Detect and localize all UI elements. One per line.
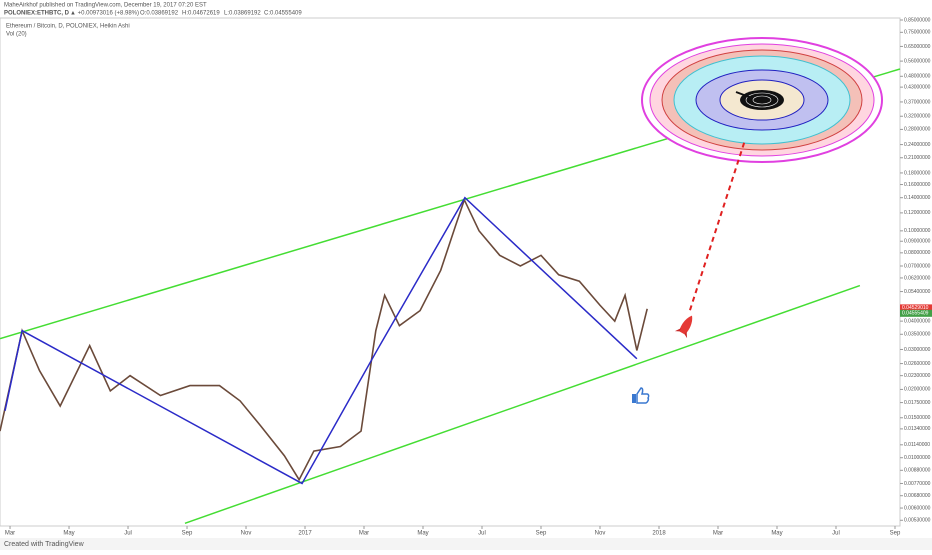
y-tick-label: 0.07000000 bbox=[904, 263, 931, 269]
x-tick-label: Sep bbox=[182, 531, 193, 537]
x-tick-label: Sep bbox=[536, 531, 547, 537]
y-tick-label: 0.21000000 bbox=[904, 155, 931, 161]
y-tick-label: 0.75000000 bbox=[904, 30, 931, 36]
trend-line bbox=[184, 284, 861, 524]
x-tick-label: 2017 bbox=[298, 531, 312, 537]
x-tick-label: Jul bbox=[478, 531, 486, 537]
rocket-icon bbox=[674, 315, 693, 339]
y-tick-label: 0.18000000 bbox=[904, 170, 931, 176]
y-tick-label: 0.02300000 bbox=[904, 373, 931, 379]
y-tick-label: 0.85000000 bbox=[904, 17, 931, 23]
bullseye-ring bbox=[745, 92, 779, 108]
y-tick-label: 0.24000000 bbox=[904, 142, 931, 148]
footer: Created with TradingView bbox=[4, 541, 85, 548]
thumb-hand bbox=[636, 387, 650, 404]
y-tick-label: 0.00680000 bbox=[904, 493, 931, 499]
y-tick-label: 0.48000000 bbox=[904, 74, 931, 80]
chart-subtitle: Vol (20) bbox=[6, 32, 27, 38]
x-tick-label: Mar bbox=[5, 531, 15, 537]
x-tick-label: May bbox=[63, 531, 74, 537]
y-tick-label: 0.16000000 bbox=[904, 182, 931, 188]
y-tick-label: 0.00530000 bbox=[904, 518, 931, 524]
y-tick-label: 0.00880000 bbox=[904, 468, 931, 474]
rocket-fin bbox=[674, 327, 688, 339]
x-tick-label: 2018 bbox=[652, 531, 666, 537]
price-line bbox=[0, 197, 648, 482]
x-tick-label: Nov bbox=[241, 531, 252, 537]
y-tick-label: 0.01140000 bbox=[904, 442, 930, 448]
y-tick-label: 0.00600000 bbox=[904, 505, 931, 511]
y-tick-label: 0.37000000 bbox=[904, 99, 931, 105]
x-tick-label: Mar bbox=[713, 531, 723, 537]
y-tick-label: 0.06200000 bbox=[904, 275, 931, 281]
y-tick-label: 0.02000000 bbox=[904, 387, 931, 393]
low: L:0.03869192 bbox=[224, 11, 261, 17]
change: ▲ +0.00973016 (+8.98%) bbox=[70, 11, 139, 17]
y-tick-label: 0.32000000 bbox=[904, 114, 931, 120]
y-tick-label: 0.28000000 bbox=[904, 127, 931, 133]
publisher: MaheAirkhof published on TradingView.com… bbox=[4, 3, 207, 9]
bullseye-ring bbox=[752, 95, 772, 105]
x-tick-label: Jul bbox=[124, 531, 132, 537]
y-tick-label: 0.01500000 bbox=[904, 415, 931, 421]
y-tick-label: 0.05400000 bbox=[904, 289, 931, 295]
y-tick-label: 0.02600000 bbox=[904, 361, 931, 367]
trend-line bbox=[689, 139, 747, 311]
price-tag bbox=[900, 309, 932, 317]
dart bbox=[735, 91, 753, 99]
chart-title: Ethereum / Bitcoin, D, POLONIEX, Heikin … bbox=[6, 24, 130, 30]
y-tick-label: 0.08000000 bbox=[904, 250, 931, 256]
x-tick-label: May bbox=[771, 531, 782, 537]
y-tick-label: 0.03500000 bbox=[904, 332, 931, 338]
trend-line bbox=[4, 196, 638, 485]
y-tick-label: 0.00770000 bbox=[904, 481, 931, 487]
x-tick-label: Nov bbox=[595, 531, 606, 537]
y-tick-label: 0.14000000 bbox=[904, 195, 931, 201]
y-tick-label: 0.01340000 bbox=[904, 426, 931, 432]
thumb-cuff bbox=[632, 394, 636, 403]
y-tick-label: 0.43000000 bbox=[904, 84, 931, 90]
y-tick-label: 0.04000000 bbox=[904, 318, 931, 324]
x-tick-label: Mar bbox=[359, 531, 369, 537]
symbol: POLONIEX:ETHBTC, D bbox=[4, 11, 70, 17]
close: C:0.04555409 bbox=[264, 11, 302, 17]
price-tag-label: 0.04555409 bbox=[902, 311, 929, 317]
y-tick-label: 0.01750000 bbox=[904, 400, 931, 406]
plot-frame bbox=[0, 17, 901, 527]
thumbs-up-icon bbox=[632, 387, 650, 404]
x-tick-label: Sep bbox=[890, 531, 901, 537]
y-tick-label: 0.56000000 bbox=[904, 58, 931, 64]
y-tick-label: 0.09000000 bbox=[904, 239, 931, 245]
target-drawing bbox=[641, 37, 883, 163]
open: O:0.03869192 bbox=[140, 11, 179, 17]
y-tick-label: 0.01000000 bbox=[904, 455, 931, 461]
footer-bar bbox=[0, 538, 932, 550]
rocket-body bbox=[679, 315, 693, 335]
price-tag-label: 0.04529010 bbox=[902, 305, 929, 311]
y-tick-label: 0.12000000 bbox=[904, 210, 931, 216]
y-tick-label: 0.65000000 bbox=[904, 44, 931, 50]
x-tick-label: May bbox=[417, 531, 428, 537]
price-tag bbox=[900, 304, 932, 312]
y-tick-label: 0.10000000 bbox=[904, 228, 931, 234]
high: H:0.04672619 bbox=[182, 11, 220, 17]
y-tick-label: 0.03000000 bbox=[904, 347, 931, 353]
x-tick-label: Jul bbox=[832, 531, 840, 537]
